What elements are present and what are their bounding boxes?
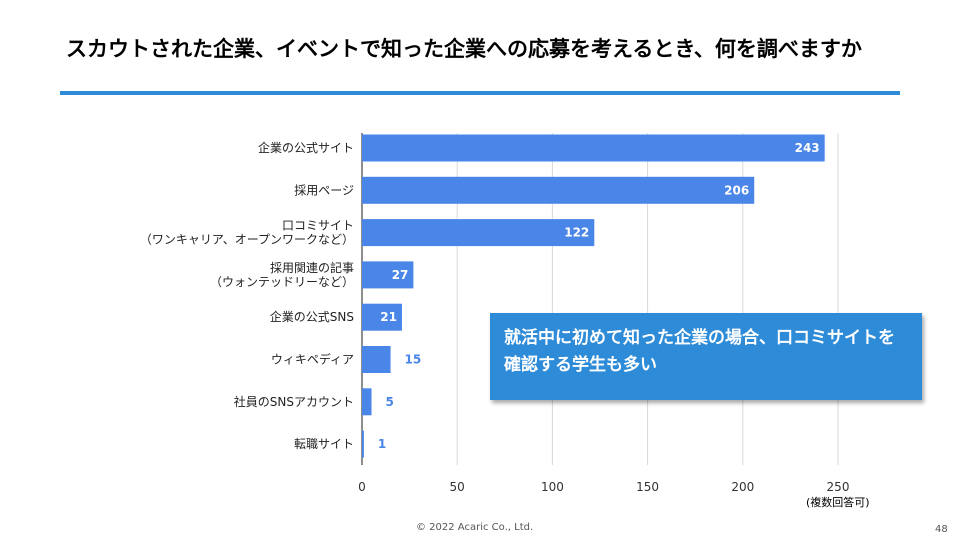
bar-value-label: 5 (386, 395, 394, 409)
bar-value-label: 27 (392, 268, 409, 282)
page-title: スカウトされた企業、イベントで知った企業への応募を考えるとき、何を調べますか (66, 37, 862, 61)
bar-value-label: 21 (380, 310, 397, 324)
bar-value-label: 206 (724, 183, 749, 197)
bar-value-label: 15 (405, 353, 422, 367)
multiple-answers-note: (複数回答可) (806, 496, 870, 509)
bar (362, 388, 372, 416)
x-tick-label: 150 (636, 480, 659, 494)
bar (362, 261, 414, 289)
category-label: 口コミサイト (282, 219, 354, 233)
page-number: 48 (935, 524, 948, 535)
category-label: 採用関連の記事 (270, 260, 354, 275)
bar-value-label: 243 (795, 141, 820, 155)
callout-box: 就活中に初めて知った企業の場合、口コミサイトを確認する学生も多い (490, 313, 922, 400)
bar (362, 430, 364, 458)
bar-value-label: 1 (378, 437, 386, 451)
bar (362, 134, 825, 162)
bar (362, 303, 402, 331)
x-tick-label: 250 (827, 480, 850, 494)
category-label: 転職サイト (294, 437, 354, 451)
bar-value-label: 122 (564, 226, 589, 240)
category-label: （ウォンテッドリーなど） (210, 275, 354, 289)
x-tick-label: 100 (541, 480, 564, 494)
copyright-footer: © 2022 Acaric Co., Ltd. (416, 522, 534, 533)
category-label: 社員のSNSアカウント (234, 394, 354, 409)
bar (362, 219, 595, 247)
category-label: 採用ページ (294, 183, 354, 197)
x-tick-label: 200 (731, 480, 754, 494)
title-underline (60, 91, 900, 95)
x-tick-label: 0 (358, 480, 366, 494)
bar (362, 176, 755, 204)
category-label: （ワンキャリア、オープンワークなど） (140, 233, 354, 247)
category-label: 企業の公式サイト (258, 140, 354, 155)
x-tick-label: 50 (450, 480, 465, 494)
bar (362, 346, 391, 373)
category-label: 企業の公式SNS (270, 309, 354, 324)
category-label: ウィキペディア (271, 352, 354, 367)
